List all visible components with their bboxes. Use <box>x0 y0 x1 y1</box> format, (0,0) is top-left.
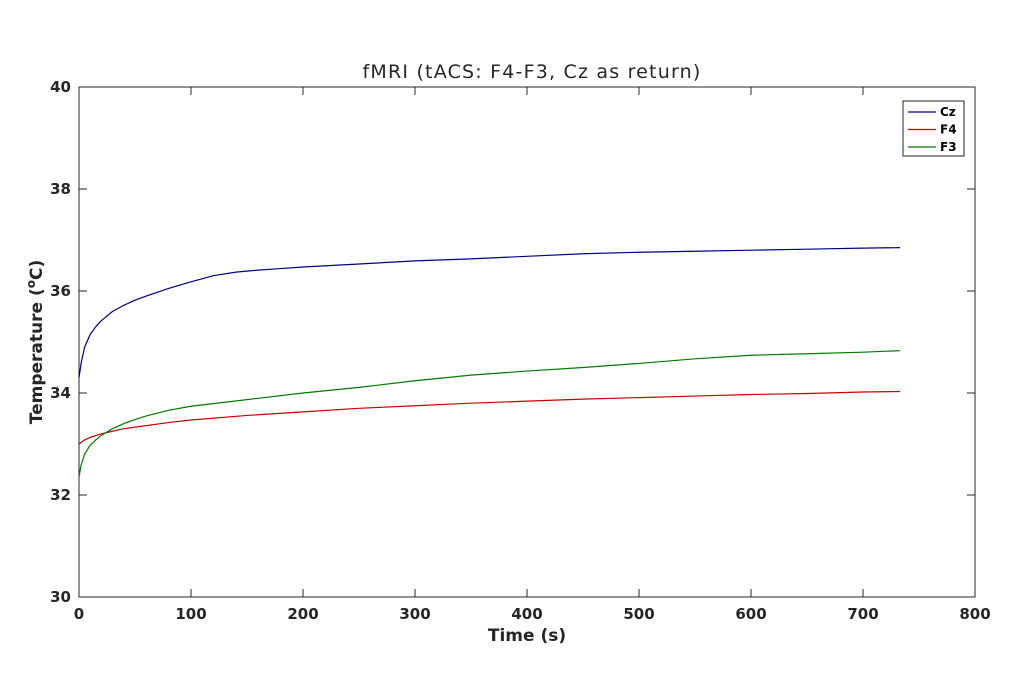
y-tick-label: 32 <box>50 486 71 504</box>
y-tick-label: 30 <box>50 588 71 606</box>
series-line-f3 <box>78 350 900 478</box>
ticks-layer: 0 100 200 300 400 500 600 700 800 30 32 34 36 38 40 <box>50 78 991 623</box>
y-axis-label-degree: o <box>24 280 38 288</box>
x-tick-label: 800 <box>959 605 990 623</box>
series-layer <box>78 247 900 478</box>
legend: Cz F4 F3 <box>902 100 965 157</box>
y-axis-label-main: Temperature ( <box>27 288 47 424</box>
series-line-cz <box>78 247 900 378</box>
x-tick-label: 100 <box>175 605 206 623</box>
legend-label-f3: F3 <box>940 140 957 154</box>
y-axis-label-unit: C) <box>27 260 47 280</box>
legend-label-f4: F4 <box>940 123 957 137</box>
plot-frame <box>78 86 976 598</box>
chart-title: fMRI (tACS: F4-F3, Cz as return) <box>363 61 702 83</box>
y-tick-label: 34 <box>50 384 71 402</box>
y-tick-label: 38 <box>50 180 71 198</box>
y-tick-label: 40 <box>50 78 71 96</box>
legend-items: Cz F4 F3 <box>908 105 957 154</box>
x-tick-label: 600 <box>735 605 766 623</box>
y-tick-label: 36 <box>50 282 71 300</box>
x-tick-label: 0 <box>74 605 84 623</box>
x-tick-label: 700 <box>847 605 878 623</box>
plot-area: 0 100 200 300 400 500 600 700 800 30 32 34 36 38 40 <box>50 78 991 623</box>
x-tick-label: 500 <box>623 605 654 623</box>
y-axis-label: Temperature (oC) <box>24 260 47 424</box>
x-tick-label: 200 <box>287 605 318 623</box>
x-tick-label: 300 <box>399 605 430 623</box>
x-tick-label: 400 <box>511 605 542 623</box>
legend-label-cz: Cz <box>940 105 956 119</box>
x-axis-label: Time (s) <box>488 626 566 646</box>
